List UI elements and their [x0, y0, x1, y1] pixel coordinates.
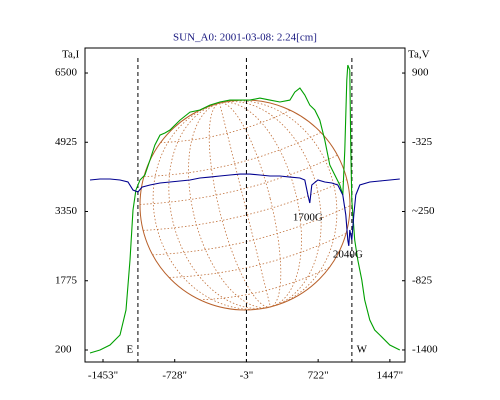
- y-tick-label: 3350: [55, 205, 78, 217]
- y2-tick-label: ~250: [412, 205, 435, 217]
- y-tick-label: 1775: [55, 274, 78, 286]
- annotation: 2040G: [333, 248, 363, 260]
- plot-frame: [84, 47, 406, 363]
- annotation: 1700G: [293, 212, 323, 224]
- limb-label: E: [127, 344, 134, 356]
- y2-tick-label: 900: [412, 67, 429, 79]
- data-line: [89, 64, 401, 354]
- chart-title: SUN_A0: 2001-03-08: 2.24[cm]: [173, 32, 317, 44]
- x-tick-label: 722": [308, 370, 329, 382]
- y-axis-label: Ta,I: [62, 49, 80, 61]
- y-tick-label: 6500: [55, 67, 78, 79]
- y-tick-label: 4925: [55, 136, 78, 148]
- x-tick-label: -3": [240, 370, 254, 382]
- x-tick-label: -728": [162, 370, 187, 382]
- limb-label: W: [357, 344, 368, 356]
- data-line: [89, 173, 400, 246]
- x-tick-label: 1447": [377, 370, 404, 382]
- sun-disk: [139, 99, 351, 311]
- y-tick-label: 200: [55, 344, 72, 356]
- y2-tick-label: -1400: [412, 343, 438, 355]
- x-tick-label: -1453": [88, 370, 118, 382]
- y2-tick-label: -325: [412, 136, 433, 148]
- y2-tick-label: -825: [412, 274, 433, 286]
- y2-axis-label: Ta,V: [408, 49, 430, 61]
